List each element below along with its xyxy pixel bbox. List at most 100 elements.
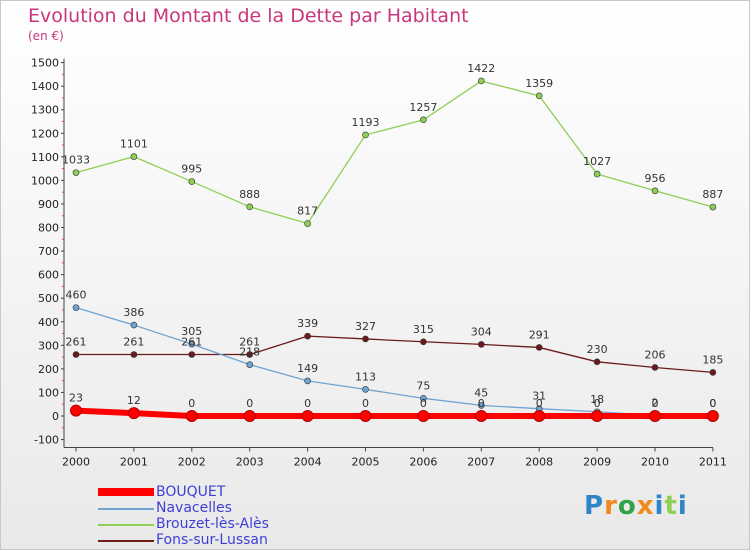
y-tick-label: 200	[38, 363, 59, 376]
data-label: 218	[239, 346, 260, 359]
data-label: 2	[652, 397, 659, 410]
data-point	[709, 369, 717, 376]
y-tick-label: 1000	[31, 174, 59, 187]
data-point	[70, 404, 82, 417]
y-tick-label: 400	[38, 316, 59, 329]
chart-subtitle: (en €)	[28, 29, 64, 43]
data-point	[651, 187, 659, 195]
data-point	[651, 364, 659, 371]
data-label: 185	[702, 353, 723, 366]
series-line-3	[75, 335, 714, 374]
logo-letter: o	[617, 491, 637, 521]
data-point	[130, 351, 138, 358]
data-label: 0	[246, 397, 253, 410]
data-point	[188, 340, 196, 348]
data-label: 995	[181, 163, 202, 176]
data-label: 956	[645, 172, 666, 185]
y-tick-label: 1200	[31, 127, 59, 140]
x-tick-label: 2001	[120, 456, 148, 469]
data-label: 460	[66, 289, 87, 302]
data-point	[359, 410, 372, 422]
legend-label-bouquet: BOUQUET	[156, 484, 226, 500]
data-label: 261	[181, 336, 202, 349]
data-label: 339	[297, 317, 318, 330]
logo-letter: i	[677, 491, 688, 521]
data-point	[304, 220, 311, 227]
y-tick-label: 700	[38, 245, 59, 258]
data-point	[706, 410, 719, 422]
logo-letter: x	[636, 491, 655, 521]
data-point	[420, 116, 427, 124]
legend-swatch-navacelles	[98, 508, 154, 510]
data-point	[535, 344, 543, 351]
data-label: 817	[297, 205, 318, 218]
data-label: 1422	[467, 62, 495, 75]
y-tick-label: 1100	[31, 151, 59, 164]
legend-label-fons: Fons-sur-Lussan	[156, 532, 268, 548]
data-point	[127, 407, 140, 420]
legend-swatch-brouzet	[98, 524, 154, 526]
y-tick-label: 900	[38, 198, 59, 211]
data-label: 23	[69, 392, 83, 405]
data-label: 0	[188, 397, 195, 410]
data-point	[246, 351, 253, 358]
y-tick-label: 1300	[31, 104, 59, 117]
data-point	[72, 351, 80, 358]
data-label: 327	[355, 320, 376, 333]
x-tick-label: 2007	[467, 456, 495, 469]
data-point	[72, 304, 80, 311]
data-point	[185, 410, 198, 422]
y-tick-label: 100	[38, 386, 59, 399]
x-tick-label: 2004	[294, 456, 322, 469]
legend-swatch-bouquet	[98, 488, 154, 496]
data-point	[420, 338, 427, 346]
data-label: 261	[239, 336, 260, 349]
data-point	[130, 321, 138, 329]
data-label: 230	[587, 343, 608, 356]
x-tick-label: 2010	[641, 456, 669, 469]
data-label: 45	[474, 386, 488, 399]
data-label: 261	[123, 336, 144, 349]
data-point	[362, 386, 369, 393]
data-point	[709, 203, 717, 211]
data-point	[304, 377, 311, 385]
data-label: 149	[297, 362, 318, 375]
x-tick-label: 2003	[236, 456, 264, 469]
data-point	[591, 410, 604, 422]
logo-letter: r	[604, 491, 618, 521]
data-point	[362, 335, 369, 343]
data-point	[130, 153, 138, 160]
legend-swatch-fons	[98, 540, 154, 542]
data-label: 888	[239, 188, 260, 201]
chart-title: Evolution du Montant de la Dette par Hab…	[28, 5, 469, 27]
y-tick-label: 0	[52, 410, 59, 423]
y-tick-label: 300	[38, 339, 59, 352]
x-tick-label: 2008	[525, 456, 553, 469]
data-label: 0	[709, 397, 716, 410]
data-label: 0	[478, 397, 485, 410]
data-label: 304	[471, 325, 492, 338]
data-point	[362, 131, 369, 139]
data-label: 261	[66, 336, 87, 349]
logo-letter: i	[654, 491, 665, 521]
y-tick-label: 800	[38, 222, 59, 235]
data-point	[593, 358, 601, 366]
data-point	[477, 402, 485, 409]
data-label: 0	[709, 397, 716, 410]
data-label: 113	[355, 370, 376, 383]
data-point	[246, 203, 253, 211]
data-label: 0	[362, 397, 369, 410]
proxiti-logo: Proxiti	[584, 491, 688, 521]
data-point	[420, 395, 427, 402]
y-tick-label: 500	[38, 292, 59, 305]
legend-label-navacelles: Navacelles	[156, 500, 232, 516]
data-point	[477, 341, 485, 348]
y-tick-label: 1400	[31, 80, 59, 93]
data-label: 1101	[120, 138, 148, 151]
logo-letter: t	[664, 491, 678, 521]
legend-label-brouzet: Brouzet-lès-Alès	[156, 516, 269, 532]
data-point	[535, 92, 543, 100]
data-label: 31	[532, 390, 546, 403]
